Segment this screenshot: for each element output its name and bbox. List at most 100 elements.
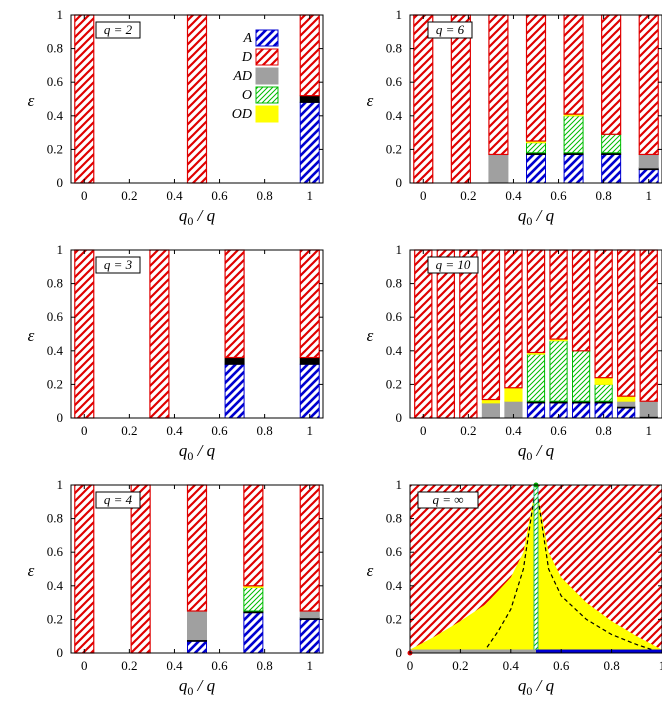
- bar-segment-D: [74, 14, 95, 184]
- panel-q2: 0 0.2 0.4 0.6 0.8 1 0 0.2 0.4 0.6 0.8 1 ε q0 / q q = 2: [28, 7, 324, 228]
- bar-3: [299, 249, 320, 419]
- bar-segment-D: [481, 249, 501, 401]
- y-tick-label: 0.8: [47, 276, 63, 291]
- x-tick-label: 0.6: [211, 658, 228, 673]
- panel-label-box: [427, 21, 473, 39]
- bar-5: [526, 249, 546, 419]
- bar-segment-D: [525, 14, 547, 142]
- bar-3: [525, 14, 547, 184]
- x-tick-label: 0.8: [257, 188, 273, 203]
- legend-swatch: [255, 105, 279, 123]
- legend-item-OD: OD: [232, 105, 279, 123]
- bar-segment-OD: [617, 395, 636, 402]
- bar-segment-boundary: [299, 357, 320, 365]
- y-tick-label: 0.6: [47, 544, 64, 559]
- y-tick-label: 0.8: [47, 511, 63, 526]
- x-tick-label: 0: [81, 423, 88, 438]
- y-tick-label: 0.4: [47, 108, 64, 123]
- bar-2: [299, 14, 320, 184]
- bar-segment-A: [299, 101, 320, 184]
- x-tick-label: 0.2: [121, 188, 137, 203]
- y-tick-label: 0: [396, 645, 403, 660]
- x-tick-label: 0.4: [166, 423, 183, 438]
- y-tick-label: 1: [396, 242, 403, 257]
- bar-segment-D: [299, 484, 320, 612]
- bar-segment-D: [594, 249, 613, 379]
- bar-6: [549, 249, 568, 419]
- legend-item-D: D: [241, 48, 279, 66]
- bar-segment-A: [601, 153, 622, 184]
- x-tick-label: 0.4: [505, 188, 522, 203]
- y-axis-label: ε: [367, 91, 374, 110]
- x-tick-label: 1: [645, 188, 652, 203]
- y-tick-label: 0.2: [47, 141, 63, 156]
- bar-0: [74, 249, 95, 419]
- x-tick-label: 0.2: [460, 188, 476, 203]
- bar-segment-A: [526, 153, 546, 184]
- y-tick-label: 0: [57, 410, 64, 425]
- x-tick-label: 0: [407, 658, 414, 673]
- bar-segment-D: [299, 249, 320, 359]
- bar-segment-O: [243, 586, 264, 612]
- bar-segment-D: [639, 249, 658, 402]
- bar-segment-OD: [594, 377, 613, 385]
- bar-segment-A: [617, 407, 636, 419]
- plot-frame: [409, 484, 662, 654]
- panel-q3: 0 0.2 0.4 0.6 0.8 1 0 0.2 0.4 0.6 0.8 1 ε q0 / q q = 3: [28, 242, 324, 463]
- dashed-curve-right: [535, 484, 662, 654]
- bar-5: [601, 14, 622, 184]
- panel-label-box: [95, 491, 141, 509]
- y-tick-label: 0.4: [47, 343, 64, 358]
- plot-frame: [70, 484, 324, 654]
- bar-segment-D: [149, 249, 170, 419]
- y-tick-label: 0.2: [386, 376, 402, 391]
- bar-segment-D: [563, 14, 584, 115]
- y-tick-label: 1: [396, 477, 403, 492]
- bar-segment-D: [436, 249, 456, 419]
- y-tick-label: 0.2: [386, 611, 402, 626]
- bar-segment-D: [601, 14, 622, 135]
- x-axis-label: q0 / q: [179, 206, 216, 228]
- x-tick-label: 0: [420, 423, 427, 438]
- x-tick-label: 1: [306, 423, 313, 438]
- bar-segment-O: [526, 353, 546, 402]
- legend-label: A: [242, 31, 252, 46]
- panel-q10: 0 0.2 0.4 0.6 0.8 1 0 0.2 0.4 0.6 0.8 1 ε q0 / q q = 1…: [367, 242, 662, 463]
- bar-4: [563, 14, 584, 184]
- bar-6: [638, 14, 659, 184]
- x-tick-label: 0.2: [121, 423, 137, 438]
- legend-swatch: [255, 48, 279, 66]
- y-axis-label: ε: [367, 561, 374, 580]
- x-tick-label: 0.6: [550, 423, 567, 438]
- legend-label: O: [242, 88, 252, 103]
- bar-9: [616, 249, 636, 419]
- bar-segment-D: [186, 484, 208, 612]
- bar-segment-D: [224, 249, 245, 359]
- bar-segment-A: [572, 402, 591, 419]
- y-tick-label: 0.6: [47, 309, 64, 324]
- x-tick-label: 1: [306, 188, 313, 203]
- bar-2: [224, 249, 245, 419]
- bar-0: [74, 484, 95, 654]
- y-tick-label: 0.4: [47, 578, 64, 593]
- x-tick-label: 1: [645, 423, 652, 438]
- y-axis-label: ε: [28, 326, 35, 345]
- bar-segment-boundary: [224, 357, 245, 365]
- x-tick-label: 0.8: [257, 658, 273, 673]
- bar-segment-A: [187, 640, 207, 654]
- bar-1: [186, 14, 208, 184]
- bar-segment-O: [549, 340, 568, 402]
- legend-swatch: [255, 29, 279, 47]
- y-tick-label: 0.4: [386, 578, 403, 593]
- bar-segment-D: [186, 14, 208, 184]
- x-tick-label: 0.2: [460, 423, 476, 438]
- bar-segment-boundary: [299, 95, 320, 103]
- x-tick-label: 0.4: [503, 658, 520, 673]
- bar-segment-AD: [638, 153, 659, 169]
- y-tick-label: 0.4: [386, 108, 403, 123]
- legend-item-O: O: [242, 86, 279, 104]
- panel-q4: 0 0.2 0.4 0.6 0.8 1 0 0.2 0.4 0.6 0.8 1 ε q0 / q q = 4: [28, 477, 324, 698]
- bar-7: [571, 249, 591, 419]
- bar-4: [299, 484, 320, 654]
